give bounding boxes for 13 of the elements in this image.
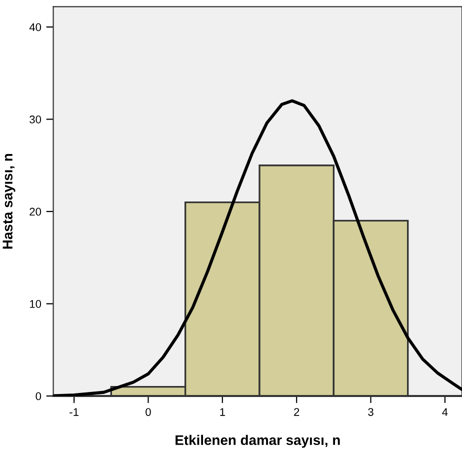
x-tick-label: 2	[294, 408, 300, 416]
y-tick-label: 10	[30, 300, 42, 308]
x-tick-label: 1	[220, 408, 225, 416]
x-tick-label: 4	[442, 408, 448, 416]
y-tick-label: 20	[30, 208, 42, 216]
y-tick-label: 40	[29, 23, 42, 32]
y-tick-label: 0	[36, 392, 42, 400]
x-axis-title: Etkilenen damar sayısı, n	[176, 434, 340, 448]
y-axis-title: Hasta sayısı, n	[2, 154, 16, 249]
x-tick-label: -1	[70, 408, 78, 416]
x-tick-label: 3	[368, 408, 374, 416]
x-tick-label: 0	[146, 408, 151, 416]
y-tick-label: 30	[30, 116, 42, 124]
